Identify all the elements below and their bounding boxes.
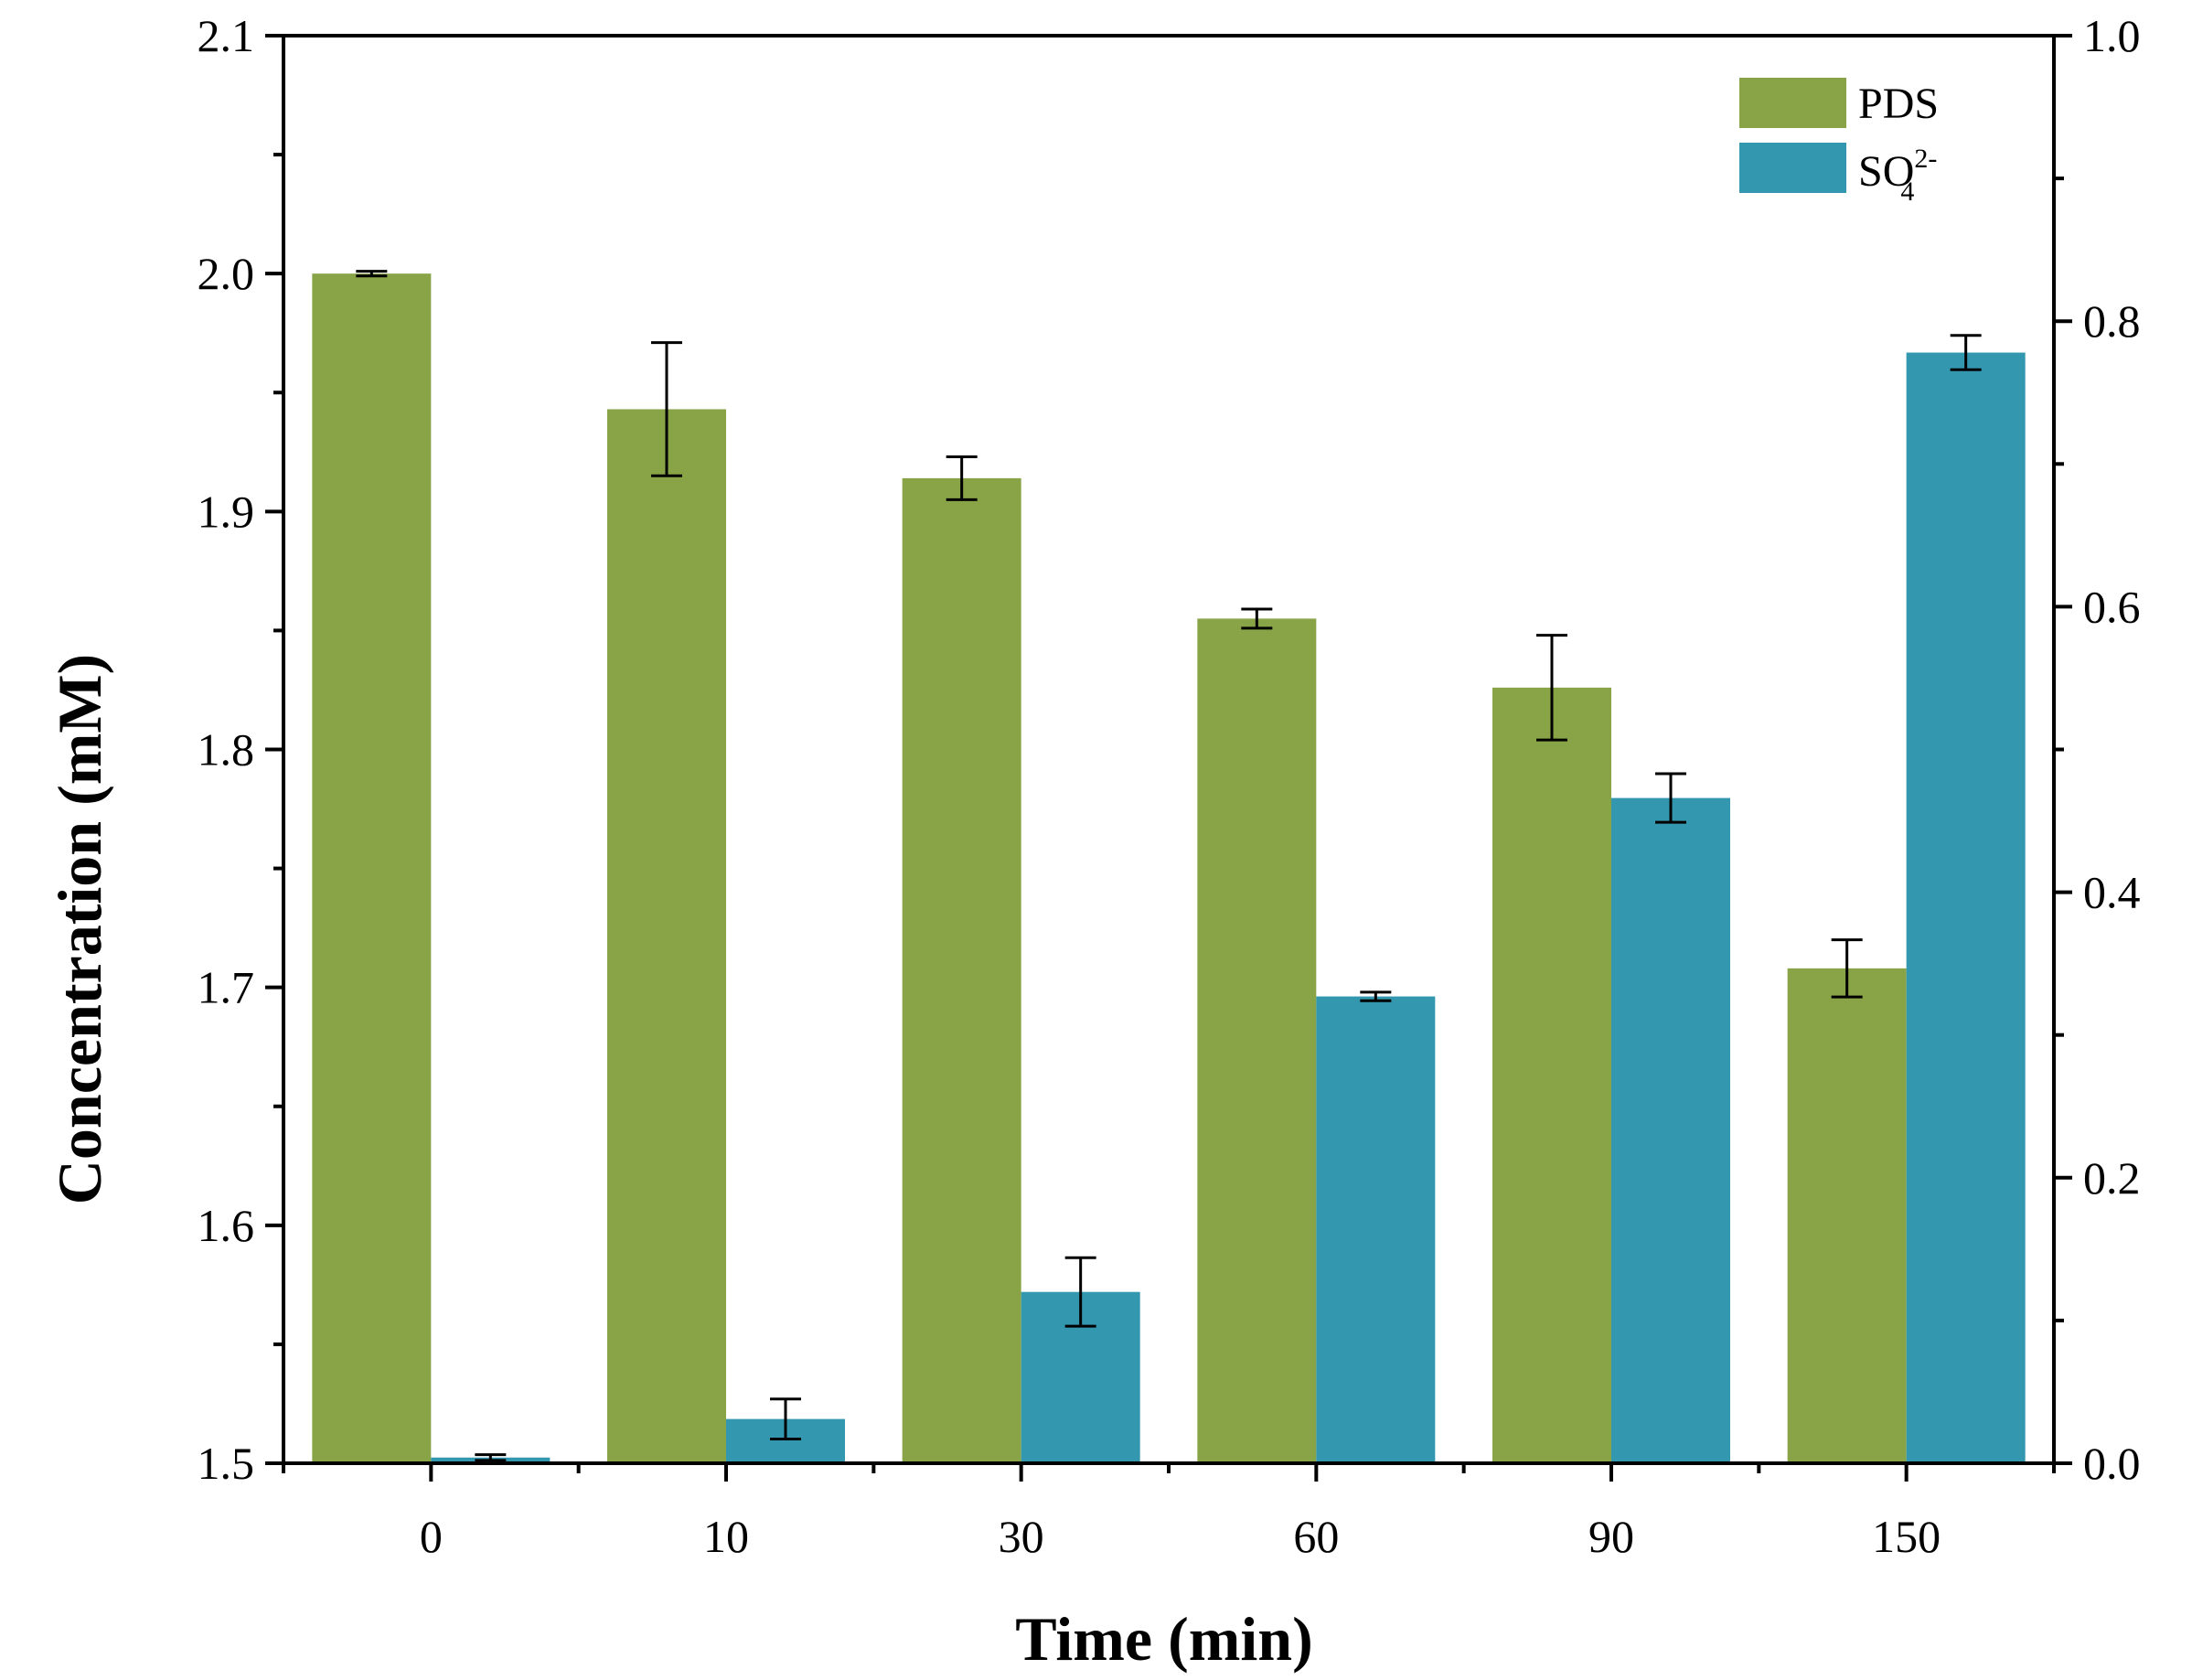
y-tick-label-left: 1.5 [198,1438,255,1489]
y-tick-label-left: 1.8 [198,724,255,776]
error-bars-layer [356,270,1982,1462]
y-tick-label-right: 0.4 [2083,867,2141,918]
y-tick-label-right: 1.0 [2083,10,2141,61]
bar-sulfate-150 [1906,352,2026,1463]
error-bar-pds-10 [651,341,682,477]
y-axis-title: Concentration (mM) [45,654,114,1204]
x-tick-label-60: 60 [1293,1511,1339,1562]
error-bar-pds-150 [1831,938,1863,999]
bar-sulfate-60 [1316,996,1436,1463]
bar-pds-0 [312,273,432,1464]
error-bar-pds-90 [1536,634,1567,742]
bars-layer [312,273,2026,1464]
bar-pds-60 [1197,618,1317,1463]
x-tick-label-30: 30 [999,1511,1044,1562]
error-bar-sulfate-10 [770,1397,801,1440]
y-tick-label-right: 0.6 [2083,581,2141,632]
x-tick-label-0: 0 [420,1511,443,1562]
error-bar-sulfate-150 [1950,334,1982,371]
bar-sulfate-90 [1611,797,1730,1463]
legend-swatch-sulfate [1739,143,1846,193]
legend: PDS SO2-4 [1739,78,1939,207]
bar-pds-90 [1492,687,1611,1463]
error-bar-pds-60 [1241,607,1273,630]
y-tick-label-right: 0.0 [2083,1438,2141,1489]
legend-label-sulfate-sub: 4 [1900,177,1914,207]
bar-pds-10 [607,409,726,1463]
error-bar-pds-0 [356,270,388,278]
error-bar-sulfate-30 [1064,1256,1096,1328]
error-bar-sulfate-60 [1360,990,1392,1002]
y-tick-label-left: 2.1 [198,10,255,61]
x-tick-label-90: 90 [1588,1511,1634,1562]
x-tick-label-10: 10 [703,1511,749,1562]
y-tick-label-left: 2.0 [198,248,255,299]
legend-swatch-pds [1739,78,1846,128]
y-tick-label-left: 1.6 [198,1200,255,1251]
bar-pds-30 [902,477,1021,1464]
legend-label-pds: PDS [1858,80,1939,128]
x-tick-label-150: 150 [1872,1511,1941,1562]
error-bar-sulfate-90 [1655,772,1686,824]
legend-label-sulfate-sup: 2- [1914,144,1937,174]
bar-pds-150 [1787,968,1907,1463]
error-bar-pds-30 [946,455,978,501]
axes-layer [265,34,2072,1482]
error-bar-sulfate-0 [475,1453,507,1462]
y-tick-label-right: 0.8 [2083,295,2141,347]
y-tick-label-right: 0.2 [2083,1152,2141,1204]
tick-labels-layer: 1.5 1.6 1.7 1.8 1.9 2.0 2.1 0.0 0.2 0.4 0.6 0.8 1.0 0… [198,10,2141,1562]
y-tick-label-left: 1.7 [198,962,255,1013]
x-axis-title: Time (min) [1015,1604,1313,1674]
legend-label-sulfate-base: SO [1858,147,1914,196]
legend-label-sulfate: SO2-4 [1858,144,1937,207]
y-tick-label-left: 1.9 [198,486,255,537]
